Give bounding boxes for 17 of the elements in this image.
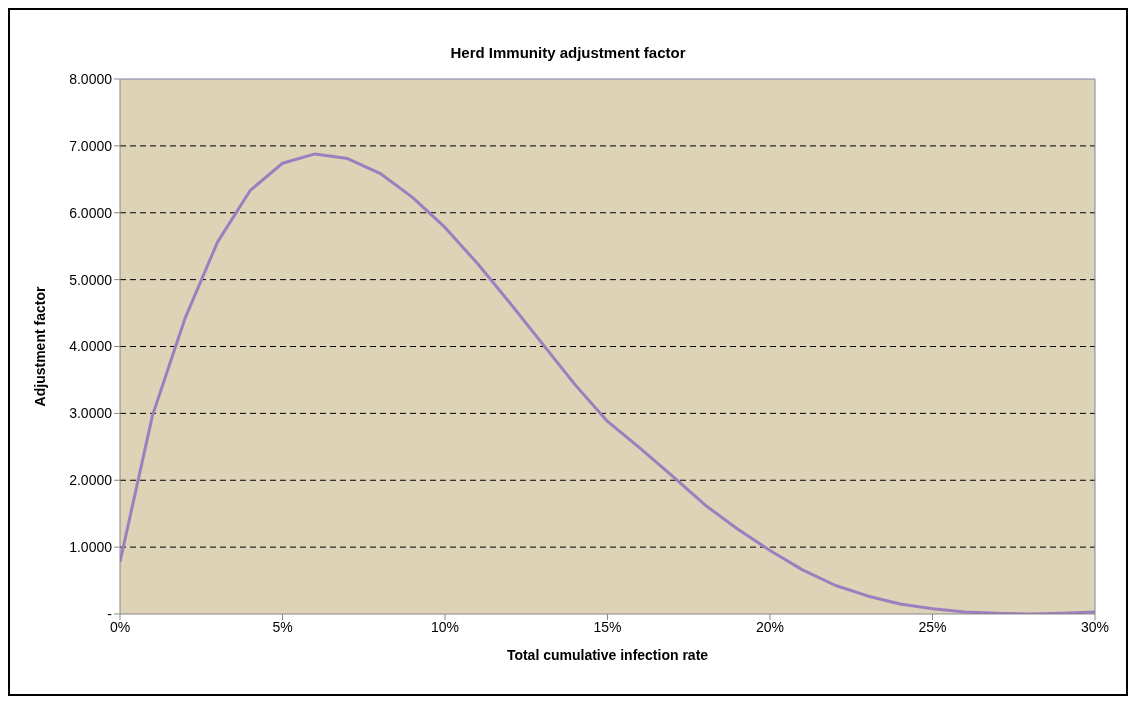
y-tick-label: 7.0000	[69, 137, 113, 154]
y-tick-label: 2.0000	[69, 472, 113, 489]
x-tick-label: 5%	[272, 618, 293, 635]
x-tick-label: 15%	[593, 618, 622, 635]
y-tick-label: 1.0000	[69, 539, 113, 556]
x-tick-label: 25%	[918, 618, 947, 635]
y-tick-label: 4.0000	[69, 338, 113, 355]
x-axis-title: Total cumulative infection rate	[506, 647, 709, 663]
y-tick-label: 8.0000	[69, 70, 113, 87]
chart-title: Herd Immunity adjustment factor	[450, 44, 686, 61]
x-tick-label: 30%	[1080, 618, 1110, 635]
y-tick-label: 6.0000	[69, 204, 113, 221]
y-axis-title: Adjustment factor	[31, 286, 48, 407]
x-tick-label: 20%	[755, 618, 785, 635]
y-tick-label: 3.0000	[69, 405, 113, 422]
x-tick-label: 10%	[430, 618, 460, 635]
y-tick-label: 5.0000	[69, 271, 113, 288]
